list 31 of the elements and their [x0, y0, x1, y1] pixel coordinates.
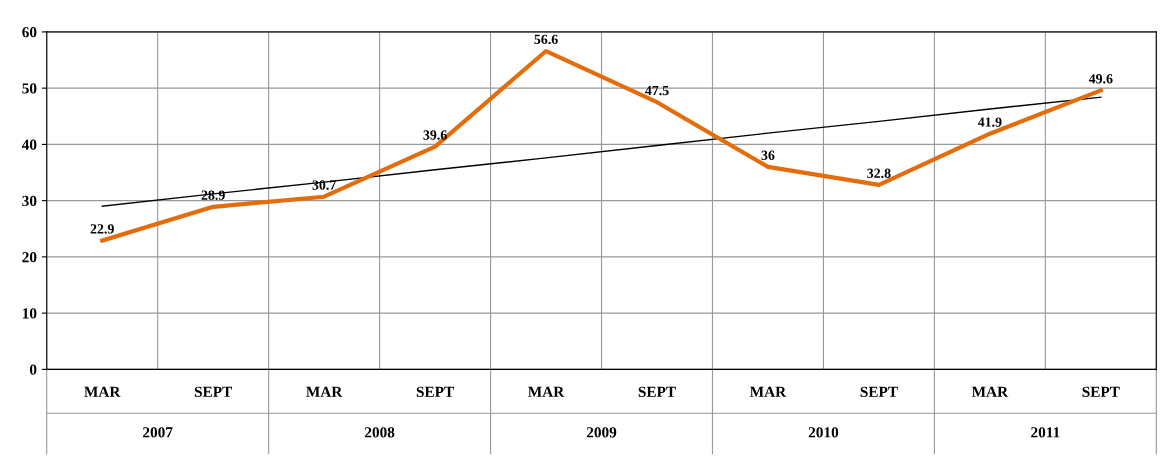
- y-tick-label: 0: [29, 364, 37, 375]
- data-label: 56.6: [534, 34, 558, 45]
- y-tick-label: 60: [22, 27, 37, 38]
- text: 2010: [808, 427, 839, 438]
- y-tick-label: 30: [22, 195, 37, 207]
- x-tick-label: MAR: [84, 386, 121, 397]
- y-tick-label: 40: [21, 139, 37, 150]
- data-label: 32.8: [867, 168, 891, 178]
- text: 2007: [143, 427, 173, 438]
- x-tick-label: MAR: [306, 386, 343, 397]
- data-label: 39.6: [423, 130, 447, 140]
- x-tick-label: MAR: [528, 386, 565, 397]
- text: 2011: [1031, 427, 1060, 438]
- y-tick-label: 20: [22, 252, 37, 263]
- data-label: 47.5: [645, 85, 669, 96]
- y-tick-label: 50: [22, 83, 37, 94]
- x-tick-label: SEPT: [194, 386, 233, 397]
- data-label: 36: [761, 150, 775, 160]
- data-label: 49.6: [1088, 74, 1113, 84]
- data-label: 30.7: [312, 180, 336, 190]
- x-tick-label: MAR: [971, 386, 1009, 397]
- text: 2008: [364, 427, 395, 438]
- x-tick-label: SEPT: [860, 386, 898, 397]
- x-tick-label: SEPT: [416, 386, 454, 397]
- data-label: 41.9: [977, 117, 1002, 127]
- x-tick-label: SEPT: [638, 386, 676, 397]
- y-tick-label: 10: [22, 308, 37, 319]
- text: 2009: [586, 427, 617, 438]
- x-tick-label: SEPT: [1082, 386, 1120, 397]
- x-tick-label: MAR: [749, 386, 787, 397]
- data-label: 22.9: [90, 224, 114, 234]
